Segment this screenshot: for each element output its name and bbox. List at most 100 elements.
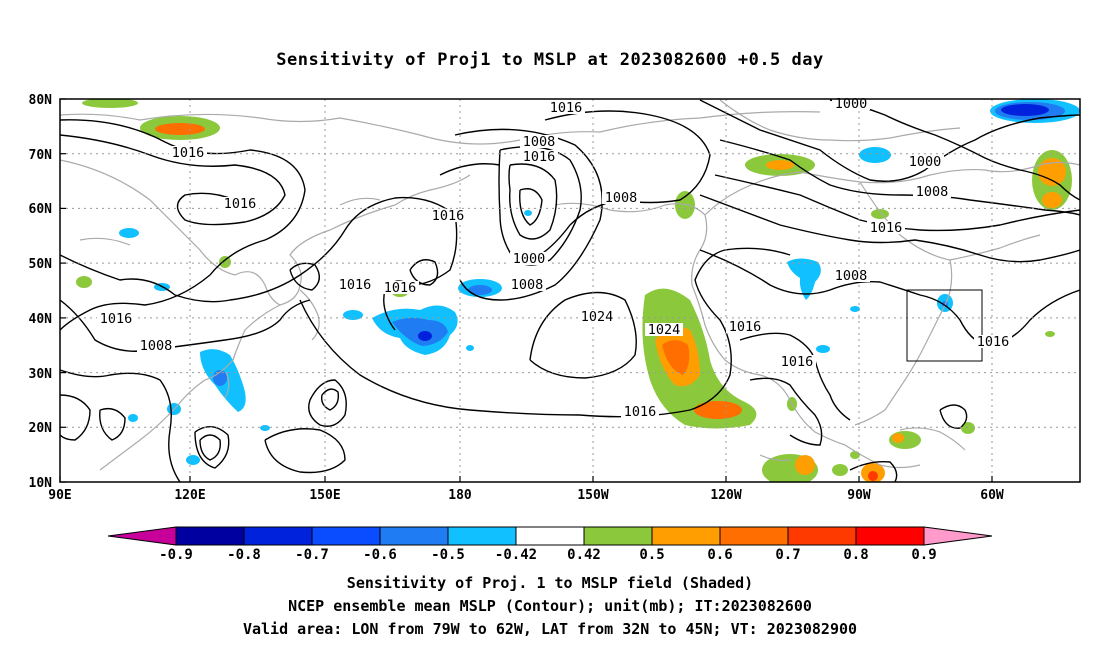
contour-label: 1024 [581,309,614,325]
contour-label: 1016 [432,208,465,224]
caption-line-1: Sensitivity of Proj. 1 to MSLP field (Sh… [346,574,754,592]
contour-label-bg [381,281,419,294]
longitude-labels: 90E 120E 150E 180 150W 120W 90W 60W [48,488,1004,503]
lon-label: 120W [710,488,741,503]
caption-line-2: NCEP ensemble mean MSLP (Contour); unit(… [288,597,812,615]
contour-label-bg [137,339,175,352]
colorbar-label: -0.9 [159,547,193,563]
contour-label: 1008 [511,277,544,293]
contour-label-bg [726,320,764,333]
valid-area-box [906,289,983,362]
contour-label: 1016 [781,354,814,370]
lat-label: 80N [29,93,53,108]
map-frame [59,98,1081,483]
lat-label: 70N [29,148,53,163]
contour-label-bg [97,312,135,325]
contour-label: 1016 [870,220,903,236]
colorbar-label: -0.5 [431,547,465,563]
colorbar-label: 0.42 [567,547,601,563]
colorbar-segment [855,526,925,546]
caption-line-3: Valid area: LON from 79W to 62W, LAT fro… [242,620,858,638]
sensitivity-shading [76,99,1080,482]
lat-label: 10N [29,476,53,491]
contour-label: 1016 [624,404,657,420]
colorbar: -0.9 -0.8 -0.7 -0.6 -0.5 -0.42 0.42 0.5 0.6 0.7 0.… [107,526,993,563]
contour-label-bg [429,209,467,222]
lat-label: 20N [29,421,53,436]
contour-label: 1016 [729,319,762,335]
lon-label: 180 [448,488,472,503]
colorbar-label: -0.8 [227,547,261,563]
contour-label-bg [169,146,207,159]
colorbar-label: 0.7 [775,547,800,563]
contour-label: 1024 [648,322,681,338]
contour-label-bg [221,197,259,210]
contour-label: 1016 [339,277,372,293]
contour-label: 1016 [384,280,417,296]
lat-label: 50N [29,257,53,272]
colorbar-segment [787,526,857,546]
contour-label-bg [867,221,905,234]
colorbar-high-extend [923,526,993,546]
contour-label-bg [621,405,659,418]
lon-label: 120E [174,488,205,503]
contour-label: 1016 [977,334,1010,350]
contour-label: 1016 [172,145,205,161]
contour-label-bg [913,185,951,198]
contour-label: 1016 [100,311,133,327]
contour-label: 1008 [523,134,556,150]
colorbar-segment [379,526,449,546]
contour-label-bg [602,191,640,204]
contour-label-bg [547,101,585,114]
contour-label-bg [832,97,870,110]
colorbar-segment [515,526,585,546]
contour-label: 1008 [605,190,638,206]
contour-label-bg [906,155,944,168]
contour-label: 1000 [909,154,942,170]
lat-label: 30N [29,367,53,382]
lon-label: 150W [577,488,608,503]
lon-label: 90E [48,488,71,503]
colorbar-low-extend [107,526,177,546]
colorbar-label: 0.8 [843,547,868,563]
contour-label-bg [645,323,683,336]
colorbar-label: 0.5 [639,547,664,563]
contour-label-bg [778,355,816,368]
colorbar-segment [311,526,381,546]
colorbar-segment [583,526,653,546]
lon-label: 150E [309,488,340,503]
plot-title: Sensitivity of Proj1 to MSLP at 20230826… [276,50,824,70]
contour-label: 1016 [550,100,583,116]
latitude-labels: 80N 70N 60N 50N 40N 30N 20N 10N [29,93,53,491]
contour-label: 1016 [523,149,556,165]
lon-label: 60W [980,488,1004,503]
contour-label-bg [520,150,558,163]
contour-label: 1000 [835,96,868,112]
axis-ticks [59,98,993,483]
mslp-contours [60,99,1080,482]
contour-label-bg [508,278,546,291]
colorbar-segment [719,526,789,546]
contour-label: 1008 [835,268,868,284]
coastlines [60,99,1080,471]
contour-label-bg [336,278,374,291]
colorbar-label: 0.9 [911,547,936,563]
colorbar-segment [175,526,245,546]
lat-label: 60N [29,202,53,217]
contour-label: 1000 [513,251,546,267]
contour-label: 1008 [916,184,949,200]
contour-label-bg [578,310,616,323]
colorbar-label: -0.7 [295,547,329,563]
contour-label-bg [520,135,558,148]
contour-label: 1016 [224,196,257,212]
contour-label: 1008 [140,338,173,354]
lon-label: 90W [847,488,871,503]
colorbar-label: -0.42 [495,547,537,563]
contour-label-bg [832,269,870,282]
colorbar-label: -0.6 [363,547,397,563]
colorbar-segment [447,526,517,546]
colorbar-label: 0.6 [707,547,732,563]
contour-label-bg [974,335,1012,348]
colorbar-segment [243,526,313,546]
